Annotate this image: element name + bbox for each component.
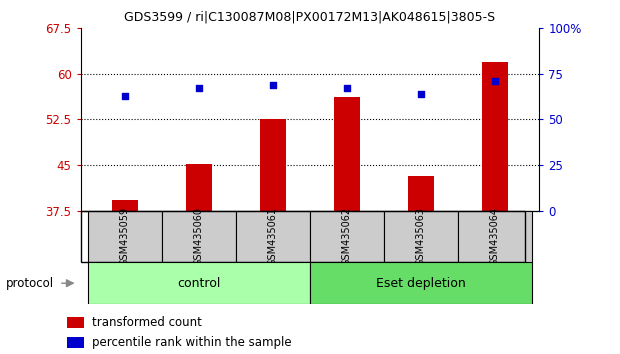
Bar xyxy=(112,200,138,211)
Text: protocol: protocol xyxy=(6,277,55,290)
Text: transformed count: transformed count xyxy=(92,316,202,329)
Bar xyxy=(384,211,458,262)
Text: GDS3599 / ri|C130087M08|PX00172M13|AK048615|3805-S: GDS3599 / ri|C130087M08|PX00172M13|AK048… xyxy=(125,11,495,24)
Text: GSM435061: GSM435061 xyxy=(268,207,278,266)
Point xyxy=(120,93,130,99)
Bar xyxy=(334,97,360,211)
Bar xyxy=(88,211,162,262)
Bar xyxy=(458,211,532,262)
Bar xyxy=(162,211,236,262)
Bar xyxy=(260,119,286,211)
Point xyxy=(342,86,352,91)
Bar xyxy=(67,337,84,348)
Text: percentile rank within the sample: percentile rank within the sample xyxy=(92,336,291,349)
Bar xyxy=(482,62,508,211)
Bar xyxy=(236,211,310,262)
Point xyxy=(490,78,500,84)
Bar xyxy=(408,176,434,211)
Bar xyxy=(310,262,532,304)
Point xyxy=(194,86,204,91)
Text: GSM435062: GSM435062 xyxy=(342,207,352,266)
Text: GSM435059: GSM435059 xyxy=(120,207,130,266)
Point xyxy=(268,82,278,88)
Text: control: control xyxy=(177,277,221,290)
Bar xyxy=(88,262,310,304)
Point xyxy=(416,91,426,97)
Bar xyxy=(310,211,384,262)
Text: GSM435060: GSM435060 xyxy=(194,207,204,266)
Text: GSM435064: GSM435064 xyxy=(490,207,500,266)
Text: GSM435063: GSM435063 xyxy=(416,207,426,266)
Text: Eset depletion: Eset depletion xyxy=(376,277,466,290)
Bar xyxy=(67,317,84,328)
Bar xyxy=(186,165,212,211)
